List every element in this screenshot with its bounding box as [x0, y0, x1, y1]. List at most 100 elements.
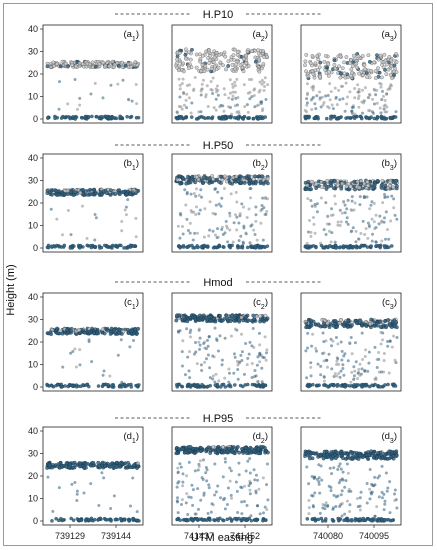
canopy-point — [97, 62, 102, 66]
mid-point — [381, 94, 385, 98]
mid-point — [198, 343, 202, 347]
canopy-point — [254, 179, 258, 184]
mid-point — [237, 239, 241, 243]
mid-point — [228, 228, 232, 232]
mid-point — [324, 232, 328, 236]
canopy-point — [120, 60, 125, 65]
mid-point — [254, 213, 258, 217]
mid-point — [187, 369, 191, 373]
mid-point — [58, 80, 62, 84]
ground-point — [328, 383, 333, 387]
mid-point — [356, 96, 360, 100]
mid-point — [222, 187, 226, 191]
mid-point — [306, 331, 310, 335]
mid-point — [178, 95, 182, 99]
mid-point — [349, 380, 353, 384]
mid-point — [312, 222, 316, 226]
mid-point — [87, 338, 91, 342]
canopy-point — [309, 318, 314, 323]
mid-point — [261, 238, 265, 242]
mid-point — [229, 334, 233, 338]
mid-point — [249, 196, 253, 200]
mid-point — [216, 484, 220, 488]
mid-point — [208, 228, 212, 232]
mid-point — [181, 232, 185, 236]
mid-point — [210, 88, 214, 92]
mid-point — [352, 374, 356, 378]
mid-point — [223, 507, 227, 511]
canopy-point — [234, 448, 238, 453]
x-tick-label: 740080 — [313, 531, 343, 541]
mid-point — [178, 462, 182, 466]
mid-point — [214, 97, 218, 101]
mid-point — [321, 331, 325, 335]
mid-point — [326, 94, 330, 98]
mid-point — [182, 92, 186, 96]
canopy-point — [349, 58, 353, 62]
mid-point — [324, 94, 328, 98]
mid-point — [353, 201, 357, 205]
mid-point — [263, 84, 267, 88]
canopy-point — [262, 55, 266, 59]
mid-point — [235, 200, 239, 204]
mid-point — [199, 110, 203, 114]
mid-point — [314, 107, 318, 111]
canopy-point — [252, 317, 256, 322]
mid-point — [384, 237, 388, 241]
mid-point — [331, 507, 335, 511]
mid-point — [387, 237, 391, 241]
mid-point — [248, 241, 252, 245]
canopy-point — [232, 47, 237, 52]
mid-point — [360, 88, 364, 92]
mid-point — [191, 488, 195, 492]
ground-point — [322, 383, 326, 387]
canopy-point — [217, 52, 222, 57]
canopy-point — [253, 174, 258, 179]
canopy-point — [324, 187, 329, 191]
canopy-point — [256, 451, 261, 456]
mid-point — [246, 91, 250, 95]
mid-point — [345, 207, 349, 211]
mid-point — [193, 75, 197, 79]
ground-point — [228, 516, 232, 521]
mid-point — [386, 344, 390, 348]
mid-point — [82, 491, 86, 495]
canopy-point — [135, 63, 140, 68]
mid-point — [331, 107, 335, 111]
ground-point — [128, 243, 133, 248]
mid-point — [240, 500, 244, 504]
mid-point — [358, 203, 362, 207]
mid-point — [216, 88, 220, 92]
mid-point — [353, 369, 357, 373]
mid-point — [240, 358, 244, 362]
canopy-point — [210, 174, 215, 178]
canopy-point — [70, 63, 74, 67]
canopy-point — [193, 317, 198, 321]
mid-point — [336, 494, 340, 498]
canopy-point — [376, 66, 380, 71]
mid-point — [263, 335, 267, 339]
canopy-point — [378, 325, 383, 329]
mid-point — [344, 81, 348, 85]
mid-point — [341, 363, 345, 367]
mid-point — [208, 200, 212, 204]
mid-point — [345, 102, 349, 106]
ground-point — [360, 385, 364, 389]
canopy-point — [180, 447, 185, 451]
canopy-point — [326, 62, 331, 67]
mid-point — [175, 485, 179, 489]
mid-point — [203, 207, 207, 211]
mid-point — [75, 107, 79, 111]
ground-point — [97, 116, 102, 121]
mid-point — [306, 346, 310, 350]
canopy-point — [392, 73, 397, 77]
canopy-point — [380, 178, 385, 183]
mid-point — [94, 216, 98, 220]
ground-point — [62, 115, 67, 120]
mid-point — [305, 465, 309, 469]
mid-point — [322, 340, 326, 344]
canopy-point — [384, 62, 389, 67]
mid-point — [135, 102, 139, 106]
mid-point — [354, 229, 358, 233]
canopy-point — [197, 52, 202, 57]
